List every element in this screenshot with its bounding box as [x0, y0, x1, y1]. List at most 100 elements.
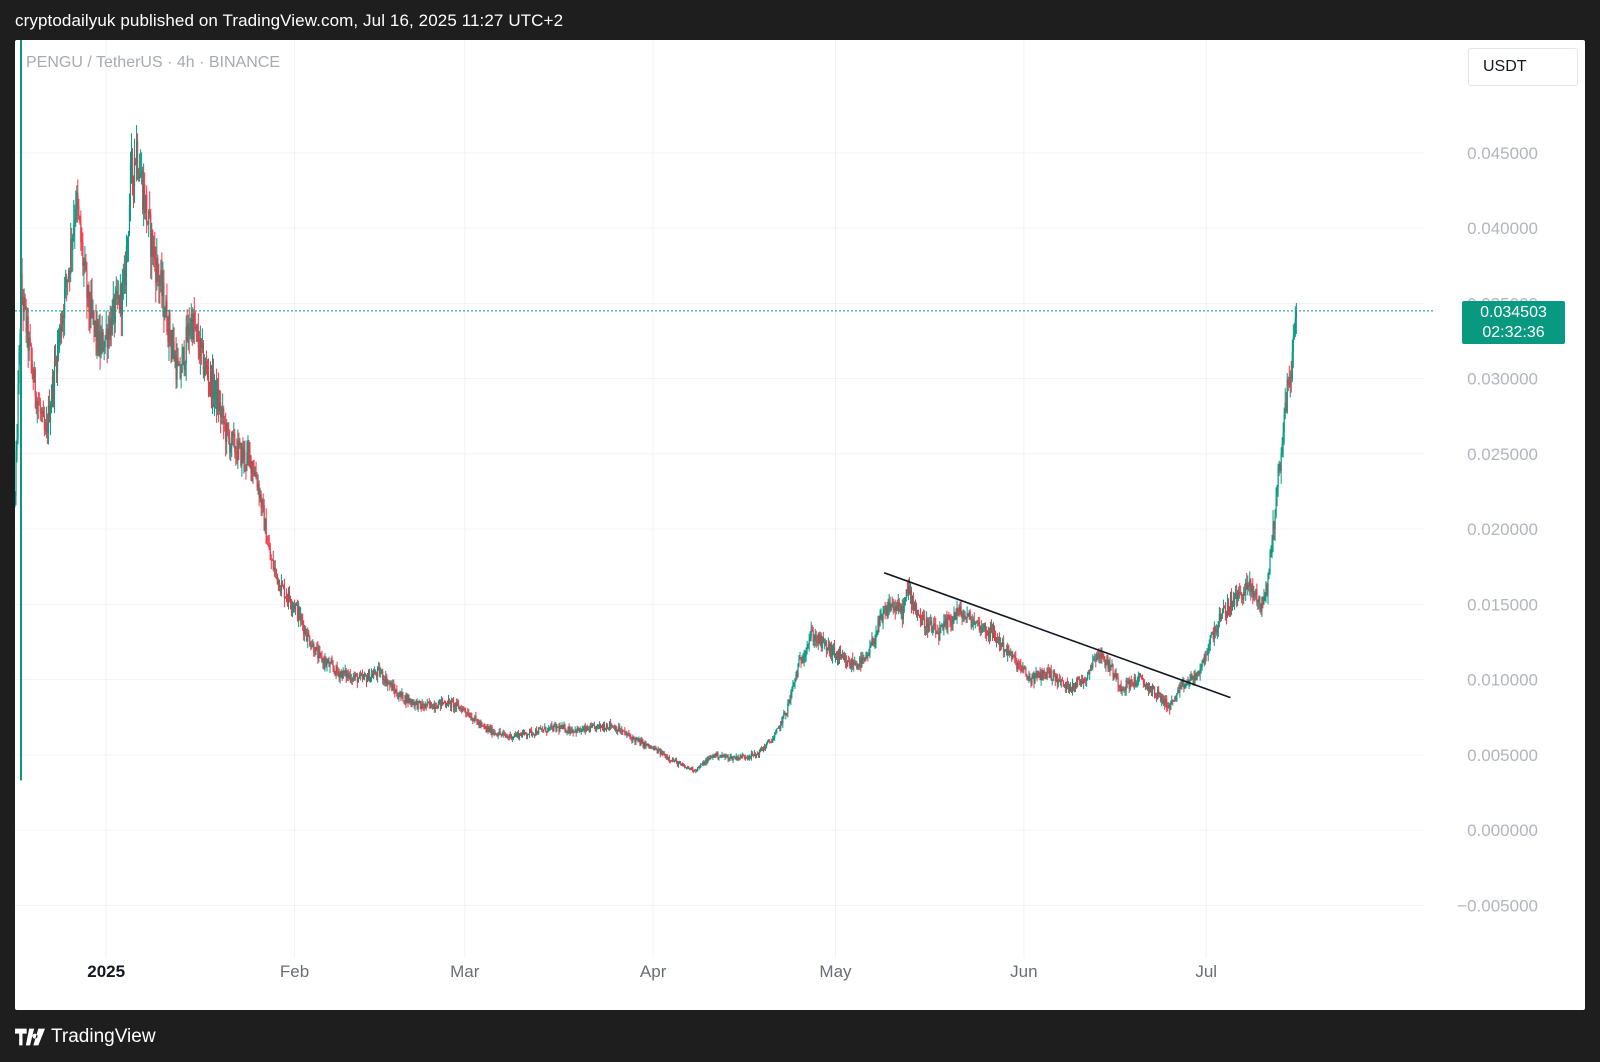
candle-body: [226, 423, 228, 442]
candle-body: [1183, 681, 1185, 689]
candle-body: [637, 738, 639, 741]
candle-body: [1086, 678, 1088, 682]
candle-body: [660, 750, 662, 755]
candle-body: [538, 728, 540, 734]
candle-body: [884, 610, 886, 612]
candle-body: [1063, 684, 1065, 687]
candle-body: [909, 589, 912, 595]
candle-body: [817, 633, 819, 644]
candle-body: [1276, 487, 1278, 493]
candle-body: [869, 646, 871, 654]
candle-body: [524, 732, 527, 734]
candle-body: [835, 653, 838, 659]
candle-body: [366, 678, 369, 682]
candle-body: [456, 702, 458, 708]
candle-body: [990, 627, 993, 632]
candle-body: [924, 618, 926, 629]
candle-body: [1174, 696, 1176, 701]
candle-body: [967, 613, 969, 617]
candle-body: [322, 659, 324, 663]
candle-body: [26, 316, 28, 333]
candle-body: [405, 695, 407, 704]
candle-body: [395, 690, 397, 694]
candle-body: [1102, 652, 1104, 657]
candle-body: [1015, 657, 1017, 662]
candle-body: [943, 621, 945, 630]
candle-body: [853, 664, 855, 667]
candle-body: [959, 606, 961, 612]
candle-body: [785, 713, 787, 715]
candle-body: [1057, 679, 1059, 684]
candle-body: [480, 723, 482, 726]
candle-body: [336, 665, 338, 672]
candle-body: [661, 750, 663, 756]
candle-body: [600, 726, 603, 728]
candle-body: [410, 700, 412, 703]
chart-panel[interactable]: −0.005000 0.000000 0.005000 0.010000 0.01500…: [15, 40, 1585, 1010]
symbol-title[interactable]: PENGU / TetherUS · 4h · BINANCE: [26, 54, 280, 71]
candle-body: [702, 762, 704, 764]
candle-body: [75, 209, 77, 220]
candle-body: [887, 606, 889, 617]
candle-body: [1024, 668, 1026, 670]
candle-body: [44, 429, 46, 431]
candle-body: [1135, 685, 1137, 687]
candle-body: [569, 729, 571, 733]
candle-body: [539, 728, 541, 730]
candle-body: [616, 727, 618, 733]
candle-body: [1028, 676, 1030, 678]
candle-body: [781, 721, 783, 724]
candle-body: [1081, 679, 1083, 686]
candle-body: [267, 544, 269, 546]
candle-body: [114, 294, 116, 324]
candle-body: [789, 699, 791, 701]
candle-body: [32, 374, 34, 383]
candle-body: [750, 753, 753, 758]
candle-body: [594, 726, 597, 731]
candle-body: [206, 366, 209, 376]
candle-body: [710, 756, 712, 758]
candle-body: [1019, 663, 1021, 665]
candle-body: [286, 597, 289, 601]
candle-body: [546, 731, 548, 733]
candle-body: [1017, 662, 1019, 670]
candle-body: [48, 405, 51, 422]
candle-body: [954, 612, 956, 614]
candle-body: [1133, 677, 1135, 686]
candle-body: [1258, 597, 1260, 601]
candle-body: [555, 724, 557, 730]
candle-body: [305, 628, 307, 635]
candle-body: [890, 604, 892, 611]
candle-body: [119, 284, 121, 310]
candle-body: [933, 623, 935, 627]
candle-body: [984, 623, 986, 631]
candle-body: [203, 371, 206, 375]
candle-body: [737, 757, 739, 760]
candle-body: [1012, 655, 1014, 660]
candle-body: [663, 753, 665, 755]
candle-body: [1085, 679, 1087, 682]
candle-body: [1124, 689, 1126, 691]
candle-body: [209, 370, 212, 385]
candle-body: [21, 273, 23, 297]
candle-body: [250, 455, 252, 474]
candle-body: [918, 614, 921, 616]
candle-body: [224, 423, 226, 425]
candle-body: [237, 440, 239, 461]
candle-body: [197, 330, 199, 348]
candle-body: [793, 683, 795, 685]
candle-body: [86, 270, 88, 299]
candlestick-chart[interactable]: −0.005000 0.000000 0.005000 0.010000 0.01500…: [15, 40, 1585, 1010]
candle-body: [927, 618, 929, 633]
candle-body: [604, 729, 607, 731]
candle-body: [484, 726, 486, 728]
candle-body: [316, 646, 318, 649]
candle-body: [301, 615, 303, 620]
candle-body: [1189, 680, 1191, 682]
candle-body: [691, 767, 693, 770]
candle-body: [408, 698, 410, 703]
currency-button[interactable]: USDT: [1468, 48, 1578, 86]
candle-body: [716, 752, 718, 757]
candle-body: [29, 337, 31, 345]
candle-body: [687, 766, 690, 769]
